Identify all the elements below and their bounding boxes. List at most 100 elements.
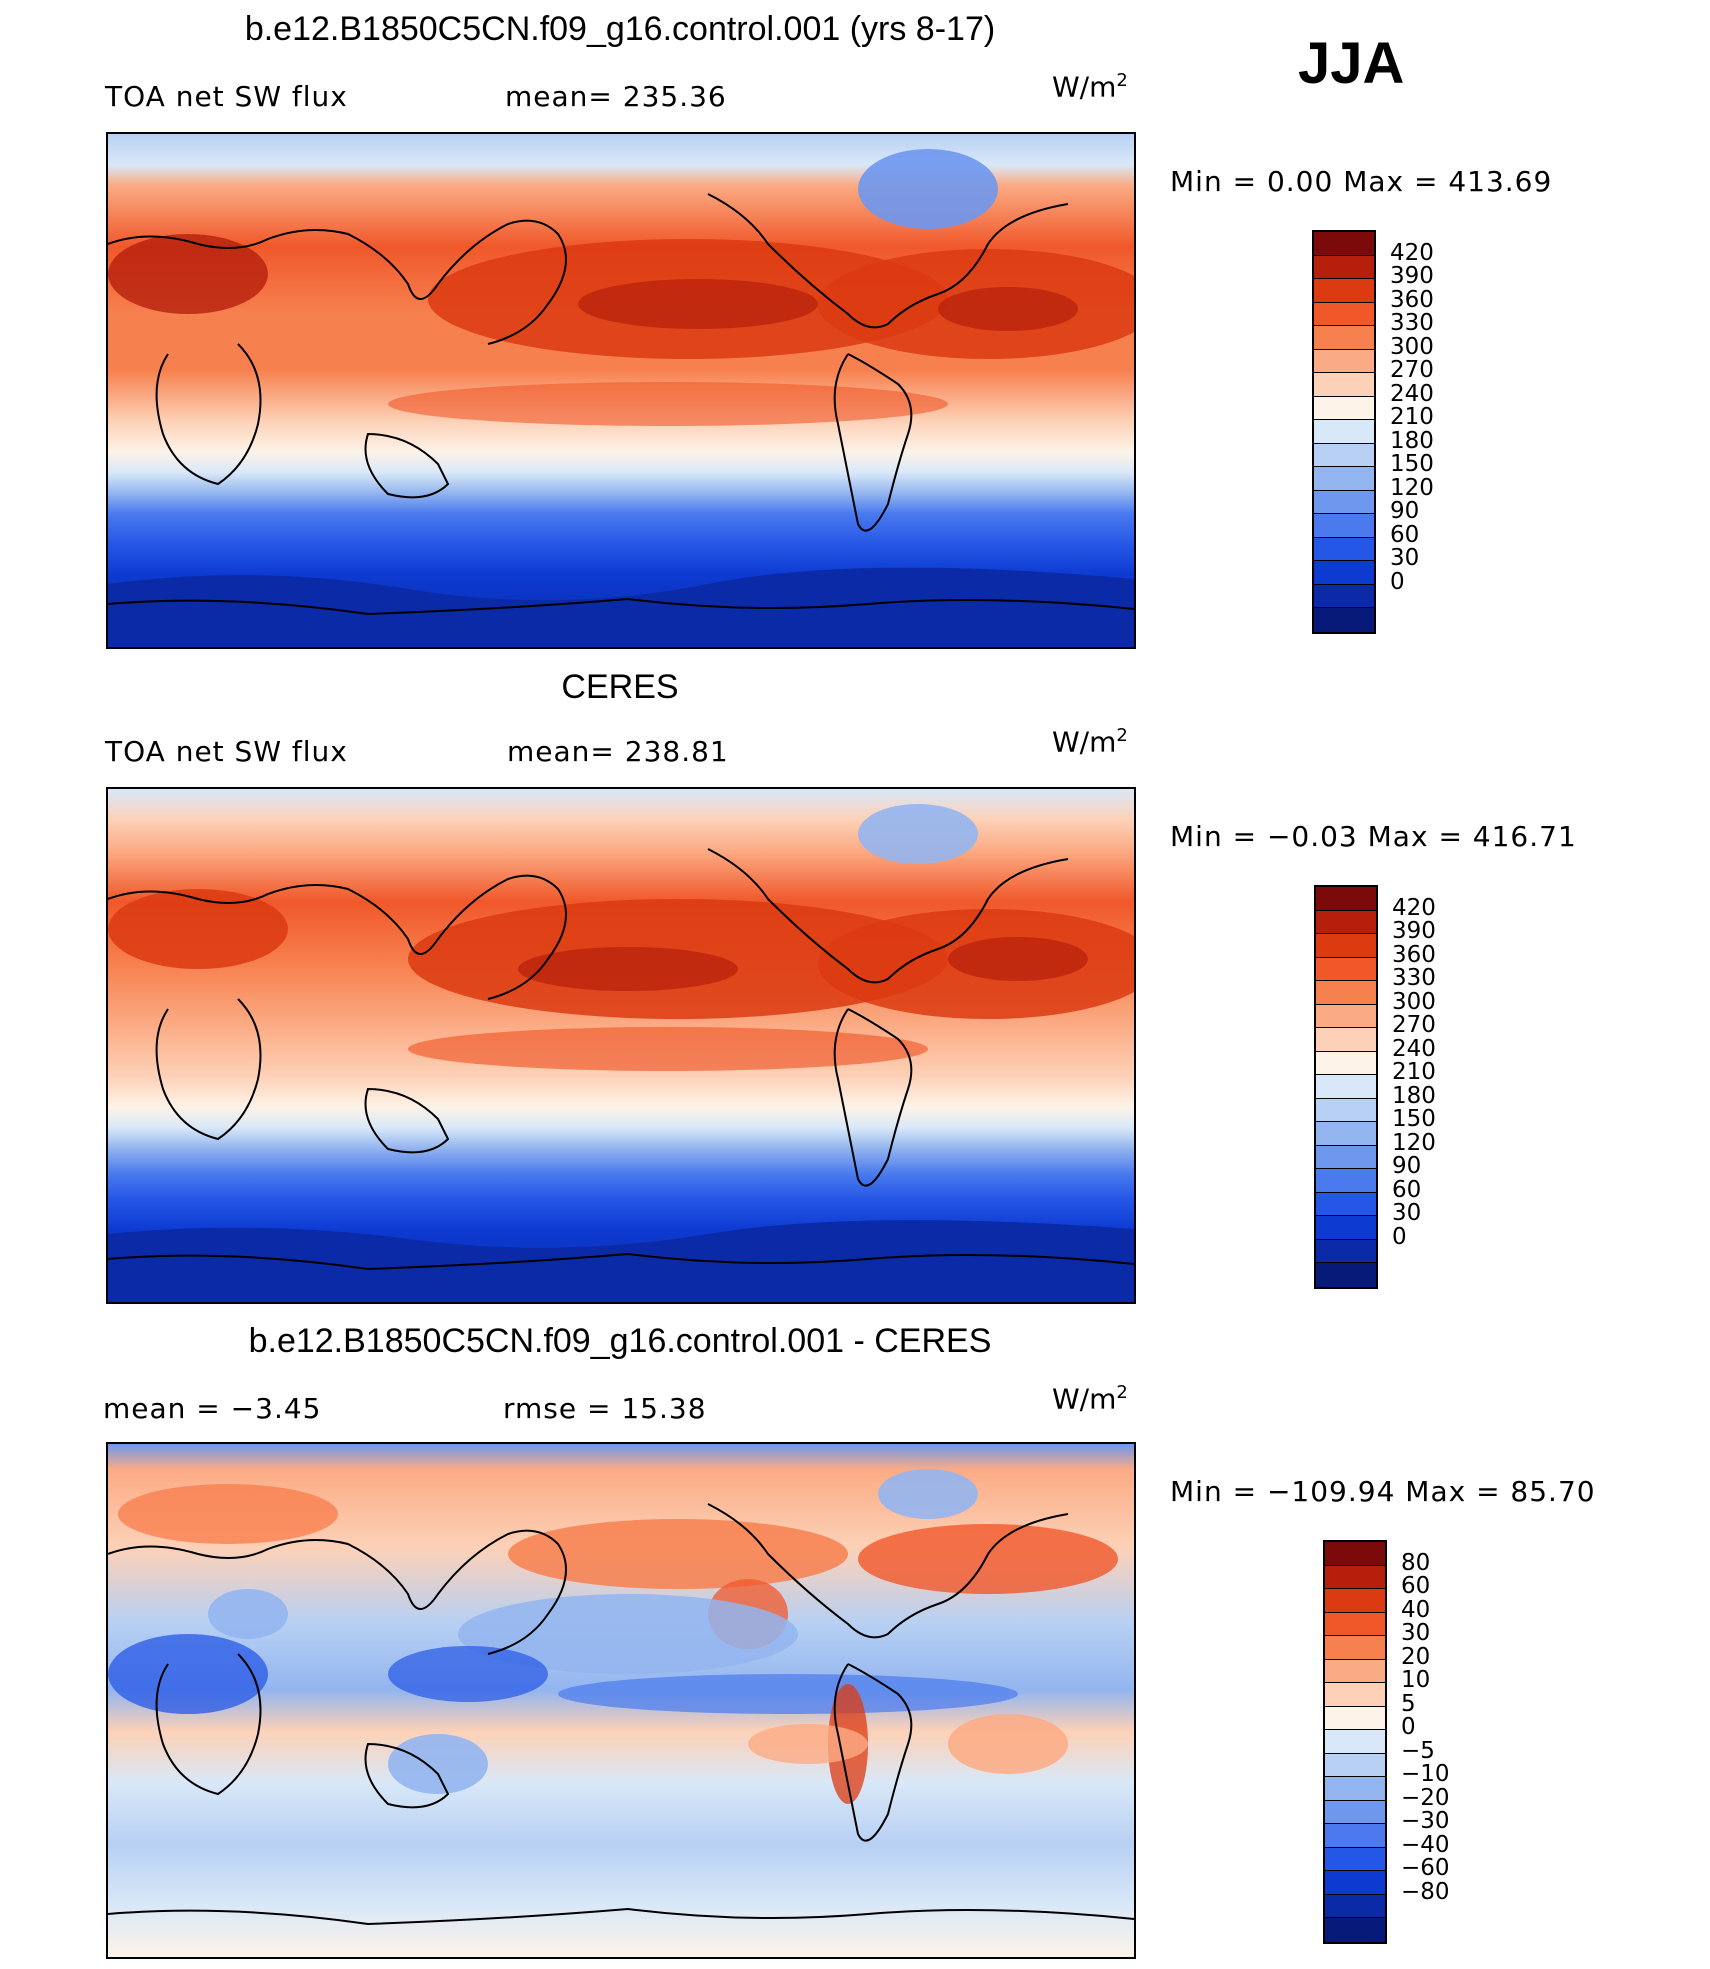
colorbar-swatch (1325, 1824, 1385, 1848)
panel1-mean: mean= 235.36 (505, 80, 727, 113)
colorbar-swatch (1325, 1683, 1385, 1707)
colorbar-swatch (1316, 1216, 1376, 1240)
colorbar-tick-label: 330 (1390, 310, 1434, 337)
colorbar-tick-label: 240 (1390, 380, 1434, 407)
colorbar-tick-label: 120 (1392, 1129, 1436, 1156)
colorbar-swatch (1316, 1098, 1376, 1123)
colorbar-swatch (1325, 1565, 1385, 1590)
colorbar-tick-label: 360 (1392, 941, 1436, 968)
colorbar-swatch (1325, 1894, 1385, 1919)
colorbar-tick-label: 360 (1390, 286, 1434, 313)
colorbar-tick-label: 30 (1390, 545, 1420, 572)
panel2-title: CERES (561, 668, 679, 706)
colorbar-swatch (1314, 396, 1374, 421)
colorbar-swatch (1314, 490, 1374, 515)
colorbar-tick-label: −80 (1401, 1878, 1450, 1905)
colorbar-tick-label: 60 (1401, 1573, 1431, 1600)
panel3-units: W/m2 (1052, 1382, 1128, 1416)
panel2-map-field (108, 789, 1134, 1302)
colorbar-swatch (1314, 561, 1374, 585)
panel2-mean: mean= 238.81 (507, 735, 729, 768)
colorbar-swatch (1316, 1239, 1376, 1264)
panel1-title: b.e12.B1850C5CN.f09_g16.control.001 (yrs… (244, 10, 996, 48)
panel3-rmse: rmse = 15.38 (503, 1392, 707, 1425)
colorbar-swatch (1316, 1075, 1376, 1099)
colorbar-swatch (1314, 255, 1374, 280)
panel1-map-field (108, 134, 1134, 647)
panel1-minmax: Min = 0.00 Max = 413.69 (1170, 165, 1553, 198)
colorbar-swatch (1316, 1051, 1376, 1076)
colorbar-swatch (1325, 1542, 1385, 1566)
colorbar-tick-label: 0 (1401, 1714, 1416, 1741)
colorbar-swatch (1314, 608, 1374, 632)
colorbar-tick-label: 210 (1392, 1059, 1436, 1086)
colorbar-tick-label: −10 (1401, 1761, 1450, 1788)
colorbar-tick-label: 150 (1392, 1106, 1436, 1133)
colorbar-swatch (1325, 1847, 1385, 1872)
colorbar-swatch (1325, 1706, 1385, 1731)
colorbar-swatch (1316, 1169, 1376, 1193)
colorbar-tick-label: 390 (1390, 263, 1434, 290)
colorbar-swatch (1325, 1777, 1385, 1801)
panel3-map-field (108, 1444, 1134, 1957)
colorbar-swatch (1316, 1145, 1376, 1170)
colorbar-swatch (1325, 1636, 1385, 1660)
colorbar-tick-label: 180 (1390, 427, 1434, 454)
panel3-map (106, 1442, 1136, 1959)
colorbar-swatch (1325, 1753, 1385, 1778)
colorbar-swatch (1314, 584, 1374, 609)
colorbar-swatch (1316, 957, 1376, 982)
colorbar-tick-label: 300 (1392, 988, 1436, 1015)
colorbar-tick-label: 270 (1392, 1012, 1436, 1039)
colorbar-tick-label: 5 (1401, 1690, 1416, 1717)
colorbar-tick-label: −30 (1401, 1808, 1450, 1835)
colorbar-swatch (1316, 910, 1376, 935)
colorbar-swatch (1325, 1589, 1385, 1613)
colorbar-swatch (1314, 349, 1374, 374)
colorbar-swatch (1314, 467, 1374, 491)
colorbar-swatch (1325, 1612, 1385, 1637)
colorbar-tick-label: 420 (1392, 894, 1436, 921)
colorbar-swatch (1325, 1730, 1385, 1754)
colorbar-tick-label: 90 (1392, 1153, 1422, 1180)
colorbar-tick-label: 30 (1392, 1200, 1422, 1227)
colorbar-tick-label: 420 (1390, 239, 1434, 266)
colorbar-swatch (1314, 443, 1374, 468)
panel1-variable: TOA net SW flux (105, 80, 348, 113)
colorbar-tick-label: 150 (1390, 451, 1434, 478)
colorbar-swatch (1316, 934, 1376, 958)
colorbar-swatch (1314, 420, 1374, 444)
colorbar-tick-label: 10 (1401, 1667, 1431, 1694)
colorbar-tick-label: 240 (1392, 1035, 1436, 1062)
colorbar-swatch (1316, 1122, 1376, 1146)
colorbar-swatch (1316, 887, 1376, 911)
panel3-title: b.e12.B1850C5CN.f09_g16.control.001 - CE… (248, 1322, 992, 1360)
colorbar-tick-label: 0 (1390, 568, 1405, 595)
colorbar-tick-label: −20 (1401, 1784, 1450, 1811)
colorbar-swatch (1316, 1004, 1376, 1029)
colorbar-tick-label: 0 (1392, 1223, 1407, 1250)
colorbar-swatch (1325, 1871, 1385, 1895)
panel3-minmax: Min = −109.94 Max = 85.70 (1170, 1475, 1596, 1508)
panel1-units: W/m2 (1052, 70, 1128, 104)
colorbar-tick-label: −40 (1401, 1831, 1450, 1858)
panel1-map (106, 132, 1136, 649)
colorbar-swatch (1314, 232, 1374, 256)
panel3-mean: mean = −3.45 (103, 1392, 322, 1425)
panel2-colorbar (1314, 885, 1378, 1289)
colorbar-swatch (1314, 302, 1374, 327)
colorbar-swatch (1316, 1028, 1376, 1052)
colorbar-tick-label: −60 (1401, 1855, 1450, 1882)
panel2-variable: TOA net SW flux (105, 735, 348, 768)
colorbar-tick-label: 30 (1401, 1620, 1431, 1647)
colorbar-swatch (1314, 373, 1374, 397)
season-label: JJA (1298, 31, 1405, 96)
colorbar-swatch (1325, 1918, 1385, 1942)
colorbar-swatch (1325, 1659, 1385, 1684)
colorbar-tick-label: 300 (1390, 333, 1434, 360)
colorbar-tick-label: 120 (1390, 474, 1434, 501)
colorbar-tick-label: 210 (1390, 404, 1434, 431)
colorbar-swatch (1314, 326, 1374, 350)
panel2-units: W/m2 (1052, 725, 1128, 759)
colorbar-swatch (1325, 1800, 1385, 1825)
